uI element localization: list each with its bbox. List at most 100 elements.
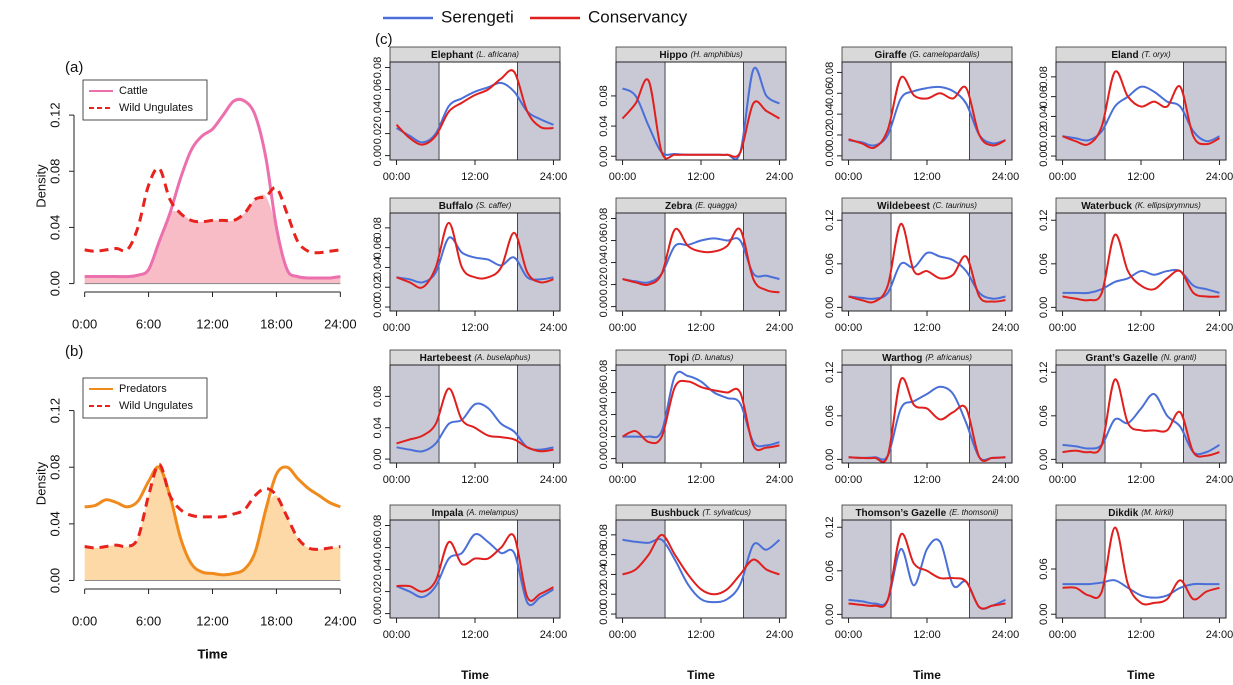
y-tick-label: 0.12 bbox=[824, 210, 836, 231]
x-tick-label: 24:00 bbox=[992, 322, 1020, 334]
x-axis-label: Time bbox=[197, 646, 227, 661]
y-tick-label: 0.00 bbox=[372, 603, 384, 624]
panel-title: Dikdik(M. kirkii) bbox=[1108, 508, 1174, 519]
y-tick-label: 0.08 bbox=[47, 455, 62, 480]
x-tick-label: 24:00 bbox=[324, 613, 357, 628]
y-tick-label: 0.04 bbox=[598, 252, 610, 273]
y-tick-label: 0.04 bbox=[47, 215, 62, 240]
x-tick-label: 12:00 bbox=[196, 316, 229, 331]
y-tick-label: 0.04 bbox=[824, 103, 836, 124]
panel-title: Giraffe(G. camelopardalis) bbox=[874, 50, 979, 61]
panel-title-species: (L. africana) bbox=[476, 50, 519, 59]
y-tick-label: 0.06 bbox=[824, 253, 836, 274]
y-tick-label: 0.00 bbox=[1038, 297, 1050, 318]
panel-title: Topi(D. lunatus) bbox=[669, 353, 734, 364]
legend-label: Cattle bbox=[119, 85, 148, 97]
y-tick-label: 0.04 bbox=[1038, 106, 1050, 127]
panel-title-name: Warthog bbox=[882, 353, 922, 364]
panel-title: Hippo(H. amphibius) bbox=[659, 50, 743, 61]
panel-title: Zebra(E. quagga) bbox=[665, 201, 737, 212]
legend-label: Wild Ungulates bbox=[119, 400, 193, 412]
panel-title-species: (K. ellipsiprymnus) bbox=[1135, 201, 1201, 210]
x-tick-label: 24:00 bbox=[1206, 171, 1233, 183]
x-tick-label: 00:00 bbox=[835, 474, 863, 486]
y-tick-label: 0.04 bbox=[598, 404, 610, 425]
panel-title: Hartebeest(A. buselaphus) bbox=[420, 353, 531, 364]
y-tick-label: 0.00 bbox=[372, 448, 384, 469]
y-tick-label: 0.12 bbox=[47, 398, 62, 423]
x-tick-label: 12:00 bbox=[196, 613, 229, 628]
y-tick-label: 0.08 bbox=[824, 62, 836, 83]
panel-title: Impala(A. melampus) bbox=[432, 508, 519, 519]
x-tick-label: 00:00 bbox=[609, 171, 637, 183]
y-tick-label: 0.06 bbox=[1038, 86, 1050, 107]
y-tick-label: 0.04 bbox=[598, 564, 610, 585]
panel-title-species: (M. kirkii) bbox=[1141, 508, 1174, 517]
y-tick-label: 0.08 bbox=[372, 217, 384, 238]
y-tick-label: 0.06 bbox=[598, 544, 610, 565]
x-tick-label: 12:00 bbox=[687, 629, 715, 641]
panel-label: (c) bbox=[375, 31, 393, 48]
panel-title-species: (C. taurinus) bbox=[933, 201, 977, 210]
figure: (c) SerengetiConservancy0.000.040.080.12… bbox=[0, 0, 1233, 685]
title-strip bbox=[390, 198, 560, 213]
panel-title: Grant’s Gazelle(N. granti) bbox=[1086, 353, 1197, 364]
panel-title-species: (G. camelopardalis) bbox=[910, 50, 980, 59]
y-tick-label: 0.00 bbox=[598, 448, 610, 469]
x-axis-label: Time bbox=[1127, 668, 1155, 682]
y-tick-label: 0.02 bbox=[1038, 126, 1050, 147]
y-tick-label: 0.06 bbox=[1038, 405, 1050, 426]
x-tick-label: 12:00 bbox=[461, 629, 489, 641]
panel-title-species: (H. amphibius) bbox=[691, 50, 743, 59]
panel-title-name: Giraffe bbox=[874, 50, 907, 61]
y-axis-label: Density bbox=[33, 461, 48, 505]
panel-title-species: (A. buselaphus) bbox=[474, 353, 530, 362]
y-tick-label: 0.04 bbox=[372, 101, 384, 122]
x-tick-label: 12:00 bbox=[687, 171, 715, 183]
legend-label: Predators bbox=[119, 383, 167, 395]
x-tick-label: 24:00 bbox=[1206, 474, 1233, 486]
night-shade bbox=[970, 213, 1013, 311]
x-tick-label: 12:00 bbox=[687, 322, 715, 334]
x-tick-label: 12:00 bbox=[913, 171, 941, 183]
y-tick-label: 0.06 bbox=[824, 405, 836, 426]
y-tick-label: 0.00 bbox=[824, 604, 836, 625]
panel-title-name: Thomson’s Gazelle bbox=[855, 508, 946, 519]
x-tick-label: 24:00 bbox=[540, 629, 568, 641]
panel-title-name: Bushbuck bbox=[651, 508, 700, 519]
x-tick-label: 24:00 bbox=[540, 322, 568, 334]
panel-title-name: Impala bbox=[432, 508, 464, 519]
panel-title-species: (E. thomsonii) bbox=[949, 508, 999, 517]
x-tick-label: 0:00 bbox=[72, 613, 97, 628]
night-shade bbox=[390, 520, 439, 618]
panel-title-name: Hartebeest bbox=[420, 353, 472, 364]
panel-title: Warthog(P. africanus) bbox=[882, 353, 972, 364]
x-tick-label: 18:00 bbox=[260, 316, 293, 331]
y-tick-label: 0.02 bbox=[598, 426, 610, 447]
y-tick-label: 0.06 bbox=[1038, 558, 1050, 579]
x-tick-label: 12:00 bbox=[1127, 322, 1155, 334]
night-shade bbox=[1056, 62, 1105, 160]
legend-label: Serengeti bbox=[441, 7, 514, 26]
x-axis-label: Time bbox=[461, 668, 489, 682]
panel-title-name: Grant’s Gazelle bbox=[1086, 353, 1159, 364]
y-tick-label: 0.00 bbox=[372, 296, 384, 317]
y-tick-label: 0.08 bbox=[47, 159, 62, 184]
x-tick-label: 00:00 bbox=[1049, 629, 1077, 641]
x-tick-label: 18:00 bbox=[260, 613, 293, 628]
x-tick-label: 24:00 bbox=[766, 322, 794, 334]
panel-title-name: Topi bbox=[669, 353, 690, 364]
y-tick-label: 0.12 bbox=[1038, 362, 1050, 383]
y-tick-label: 0.08 bbox=[372, 515, 384, 536]
y-axis-label: Density bbox=[33, 164, 48, 208]
y-tick-label: 0.04 bbox=[372, 257, 384, 278]
y-tick-label: 0.06 bbox=[372, 237, 384, 258]
y-tick-label: 0.06 bbox=[372, 537, 384, 558]
y-tick-label: 0.02 bbox=[598, 274, 610, 295]
x-tick-label: 24:00 bbox=[992, 629, 1020, 641]
x-tick-label: 00:00 bbox=[383, 171, 411, 183]
panel-title-name: Wildebeest bbox=[877, 201, 930, 212]
y-tick-label: 0.06 bbox=[598, 382, 610, 403]
panel-title: Wildebeest(C. taurinus) bbox=[877, 201, 977, 212]
y-tick-label: 0.00 bbox=[598, 296, 610, 317]
